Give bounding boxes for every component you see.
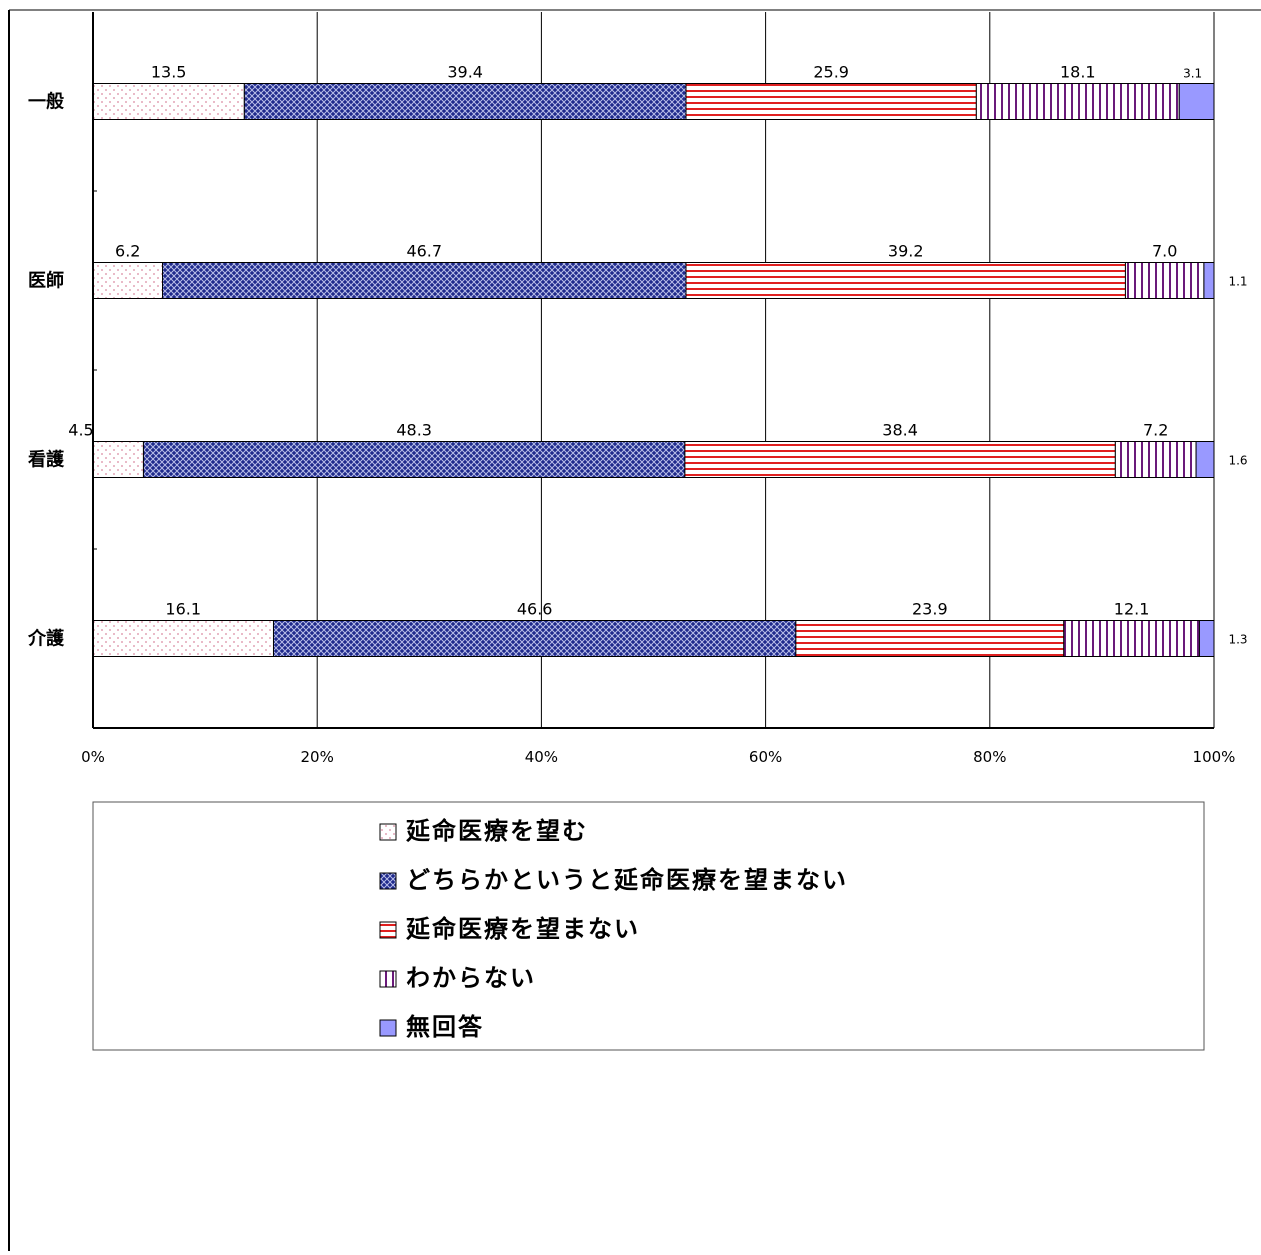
bars-layer <box>92 83 1215 657</box>
legend-swatch <box>379 921 397 939</box>
data-label: 23.9 <box>912 600 948 619</box>
data-label: 7.2 <box>1143 421 1168 440</box>
data-label: 3.1 <box>1183 67 1202 81</box>
bar-segment <box>1114 441 1197 478</box>
data-label: 38.4 <box>882 421 918 440</box>
bar-segment <box>1203 262 1215 299</box>
bar-segment <box>685 83 977 120</box>
data-label: 6.2 <box>115 242 140 261</box>
category-label: 看護 <box>27 449 65 471</box>
bar-segment <box>1124 262 1205 299</box>
x-tick-label: 40% <box>525 748 558 766</box>
bar-segment <box>92 441 144 478</box>
data-label: 7.0 <box>1152 242 1177 261</box>
bar-segment <box>92 262 164 299</box>
bar-segment <box>92 83 245 120</box>
bar-segment <box>684 441 1116 478</box>
bar-segment <box>162 262 687 299</box>
data-label: 18.1 <box>1060 63 1096 82</box>
legend-box <box>92 801 1205 1051</box>
bar-segment <box>795 620 1065 657</box>
legend-entry: 延命医療を望む <box>405 817 588 845</box>
grid-layer <box>316 12 991 728</box>
bar-segment <box>1178 83 1215 120</box>
legend: 延命医療を望むどちらかというと延命医療を望まない延命医療を望まないわからない無回… <box>379 817 848 1041</box>
data-label: 46.7 <box>406 242 442 261</box>
x-tick-label: 60% <box>749 748 782 766</box>
bar-segment <box>142 441 686 478</box>
bar-segment <box>975 83 1180 120</box>
data-label: 16.1 <box>165 600 201 619</box>
bar-segment <box>1198 620 1215 657</box>
category-label: 医師 <box>28 270 64 292</box>
legend-entry: 延命医療を望まない <box>405 915 640 943</box>
data-label: 39.2 <box>888 242 924 261</box>
legend-entry: どちらかというと延命医療を望まない <box>406 866 848 894</box>
x-tick-label: 20% <box>301 748 334 766</box>
legend-swatch <box>379 823 397 841</box>
legend-swatch <box>379 970 397 988</box>
x-tick-label: 0% <box>81 748 105 766</box>
data-label: 1.1 <box>1228 275 1247 289</box>
data-label: 39.4 <box>447 63 483 82</box>
legend-swatch <box>379 872 397 890</box>
legend-swatch <box>379 1019 397 1037</box>
data-label: 1.3 <box>1228 633 1247 647</box>
bar-segment <box>92 620 274 657</box>
data-label: 13.5 <box>151 63 187 82</box>
bar-segment <box>272 620 797 657</box>
data-label: 25.9 <box>813 63 849 82</box>
data-label: 1.6 <box>1228 454 1247 468</box>
x-tick-label: 80% <box>973 748 1006 766</box>
category-label: 介護 <box>27 628 65 650</box>
data-label: 4.5 <box>68 421 93 440</box>
bar-segment <box>243 83 687 120</box>
x-tick-label: 100% <box>1193 748 1236 766</box>
data-label: 48.3 <box>396 421 432 440</box>
bar-segment <box>685 262 1126 299</box>
bar-segment <box>1063 620 1200 657</box>
data-label: 46.6 <box>517 600 553 619</box>
data-label: 12.1 <box>1114 600 1150 619</box>
category-label: 一般 <box>28 91 64 113</box>
bar-segment <box>1195 441 1215 478</box>
labels-layer: 13.5 39.4 25.9 18.1 3.1 6.2 46.7 39.2 7.0 1.1 4.5 4… <box>68 63 1247 647</box>
legend-entry: わからない <box>406 964 536 992</box>
legend-entry: 無回答 <box>406 1013 484 1041</box>
